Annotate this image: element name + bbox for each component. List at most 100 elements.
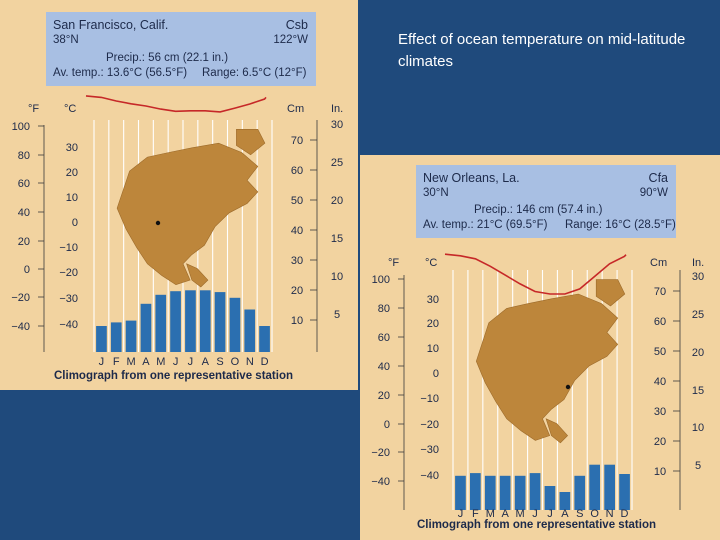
inch-tick-label: 20: [692, 347, 704, 359]
greenland-map: [236, 129, 266, 156]
precipitation-bar: [96, 326, 107, 352]
cm-unit-label: Cm: [287, 103, 304, 115]
fahrenheit-tick-label: −20: [11, 292, 30, 304]
inch-tick-label: 30: [331, 119, 343, 131]
precipitation-bar: [229, 297, 241, 352]
precipitation-bar: [619, 474, 630, 510]
climograph-footer: Climograph from one representative stati…: [54, 370, 293, 382]
inch-tick-label: 5: [334, 309, 340, 321]
month-label: A: [561, 508, 569, 520]
cm-tick-label: 40: [291, 225, 303, 237]
precipitation-bar: [589, 464, 600, 510]
month-label: O: [590, 508, 599, 520]
station-location-marker: [565, 384, 571, 390]
precipitation-bar: [125, 320, 137, 352]
celsius-unit-label: °C: [425, 257, 437, 269]
inch-tick-label: 25: [331, 157, 343, 169]
month-label: A: [202, 356, 210, 368]
fahrenheit-unit-label: °F: [28, 103, 39, 115]
station-info-box: New Orleans, La. Cfa 30°N 90°W Precip.: …: [416, 165, 676, 238]
precipitation-bar: [544, 486, 556, 510]
cm-tick-label: 10: [291, 315, 303, 327]
celsius-tick-label: 10: [66, 192, 78, 204]
celsius-tick-label: −40: [59, 319, 78, 331]
north-america-map: [475, 293, 619, 441]
celsius-tick-label: 20: [427, 318, 439, 330]
fahrenheit-tick-label: −40: [11, 321, 30, 333]
cm-unit-label: Cm: [650, 257, 667, 269]
fahrenheit-tick-label: 20: [18, 236, 30, 248]
celsius-tick-label: 10: [427, 343, 439, 355]
precipitation-label: Precip.: 56 cm (22.1 in.): [106, 52, 229, 64]
cm-tick-label: 20: [291, 285, 303, 297]
precipitation-bar: [574, 475, 586, 510]
month-label: S: [216, 356, 223, 368]
fahrenheit-tick-label: 40: [378, 361, 390, 373]
fahrenheit-tick-label: 60: [378, 332, 390, 344]
fahrenheit-unit-label: °F: [388, 257, 399, 269]
precipitation-bar: [559, 492, 571, 510]
celsius-tick-label: −10: [59, 242, 78, 254]
latitude: 38°N: [53, 34, 79, 46]
cm-tick-label: 10: [654, 466, 666, 478]
cm-tick-label: 60: [291, 165, 303, 177]
station-name: New Orleans, La.: [423, 171, 520, 185]
climate-code: Cfa: [648, 171, 668, 185]
cm-tick-label: 20: [654, 436, 666, 448]
climograph-panel-san-francisco: San Francisco, Calif. Csb 38°N 122°W Pre…: [0, 0, 358, 390]
celsius-unit-label: °C: [64, 103, 76, 115]
month-label: J: [188, 356, 194, 368]
fahrenheit-tick-label: −20: [371, 447, 390, 459]
month-label: F: [472, 508, 479, 520]
climograph-chart: °F °C Cm In.100806040200−20−403020100−10−20…: [11, 95, 343, 368]
station-name: San Francisco, Calif.: [53, 18, 169, 32]
precipitation-bar: [259, 326, 270, 352]
precipitation-bar: [484, 475, 496, 510]
cm-tick-label: 60: [654, 316, 666, 328]
celsius-tick-label: −30: [59, 293, 78, 305]
month-label: S: [576, 508, 583, 520]
month-label: D: [261, 356, 269, 368]
fahrenheit-tick-label: 40: [18, 207, 30, 219]
climograph-chart: °F °C Cm In.100806040200−20−403020100−10−20…: [371, 253, 704, 520]
celsius-tick-label: 30: [66, 142, 78, 154]
precipitation-bar: [455, 475, 466, 510]
central-america-map: [186, 263, 209, 288]
month-label: N: [246, 356, 254, 368]
fahrenheit-tick-label: −40: [371, 476, 390, 488]
north-america-map: [116, 142, 259, 286]
month-label: J: [173, 356, 179, 368]
temperature-range-label: Range: 6.5°C (12°F): [202, 67, 307, 79]
month-label: J: [99, 356, 105, 368]
month-label: M: [486, 508, 495, 520]
precipitation-bar: [529, 473, 541, 510]
month-label: J: [458, 508, 464, 520]
temperature-line: [444, 253, 627, 295]
inch-tick-label: 30: [692, 271, 704, 283]
cm-tick-label: 30: [654, 406, 666, 418]
month-label: J: [547, 508, 553, 520]
precipitation-label: Precip.: 146 cm (57.4 in.): [474, 204, 603, 216]
fahrenheit-tick-label: 0: [24, 264, 30, 276]
inch-unit-label: In.: [331, 103, 343, 115]
inch-unit-label: In.: [692, 257, 704, 269]
month-label: F: [113, 356, 120, 368]
precipitation-bar: [470, 473, 481, 510]
inch-tick-label: 20: [331, 195, 343, 207]
longitude: 90°W: [639, 187, 668, 199]
precipitation-bar: [140, 303, 152, 352]
temperature-line: [85, 95, 267, 113]
fahrenheit-tick-label: 80: [378, 303, 390, 315]
cm-tick-label: 70: [291, 135, 303, 147]
precipitation-bar: [214, 292, 226, 352]
celsius-tick-label: 30: [427, 294, 439, 306]
precipitation-bar: [199, 290, 211, 352]
precipitation-bar: [155, 294, 167, 352]
month-label: A: [502, 508, 510, 520]
slide-title: Effect of ocean temperature on mid-latit…: [398, 31, 686, 70]
precipitation-bar: [110, 322, 122, 352]
average-temperature-label: Av. temp.: 21°C (69.5°F): [423, 219, 548, 231]
precipitation-bar: [244, 309, 256, 352]
precipitation-bar: [499, 475, 511, 510]
fahrenheit-tick-label: 20: [378, 390, 390, 402]
